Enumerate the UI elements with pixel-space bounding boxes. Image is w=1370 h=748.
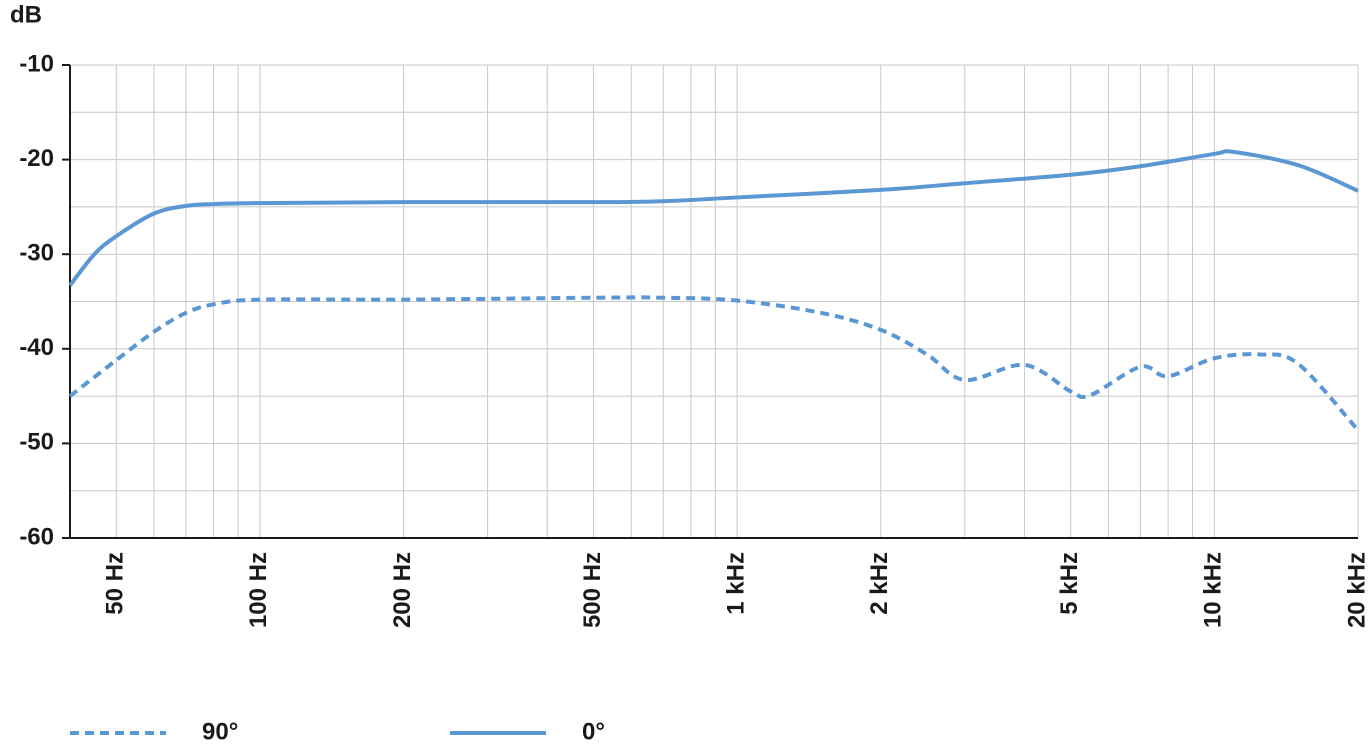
x-tick-label: 20 kHz <box>1343 552 1370 628</box>
legend-label: 0° <box>582 718 605 745</box>
series-line <box>68 149 1359 287</box>
x-tick-label: 500 Hz <box>579 552 606 628</box>
x-tick-label: 50 Hz <box>102 552 129 615</box>
x-tick-label: 10 kHz <box>1200 552 1227 628</box>
legend-label: 90° <box>202 718 238 745</box>
y-axis-label: dB <box>10 1 42 28</box>
x-tick-label: 2 kHz <box>866 552 893 615</box>
x-tick-label: 200 Hz <box>389 552 416 628</box>
y-tick-label: -60 <box>19 523 54 550</box>
y-tick-label: -20 <box>19 145 54 172</box>
x-tick-label: 1 kHz <box>722 552 749 615</box>
y-tick-label: -30 <box>19 240 54 267</box>
y-tick-label: -40 <box>19 334 54 361</box>
y-tick-label: -10 <box>19 50 54 77</box>
x-tick-label: 100 Hz <box>245 552 272 628</box>
y-tick-label: -50 <box>19 429 54 456</box>
x-tick-label: 5 kHz <box>1056 552 1083 615</box>
series-line <box>68 295 1360 432</box>
